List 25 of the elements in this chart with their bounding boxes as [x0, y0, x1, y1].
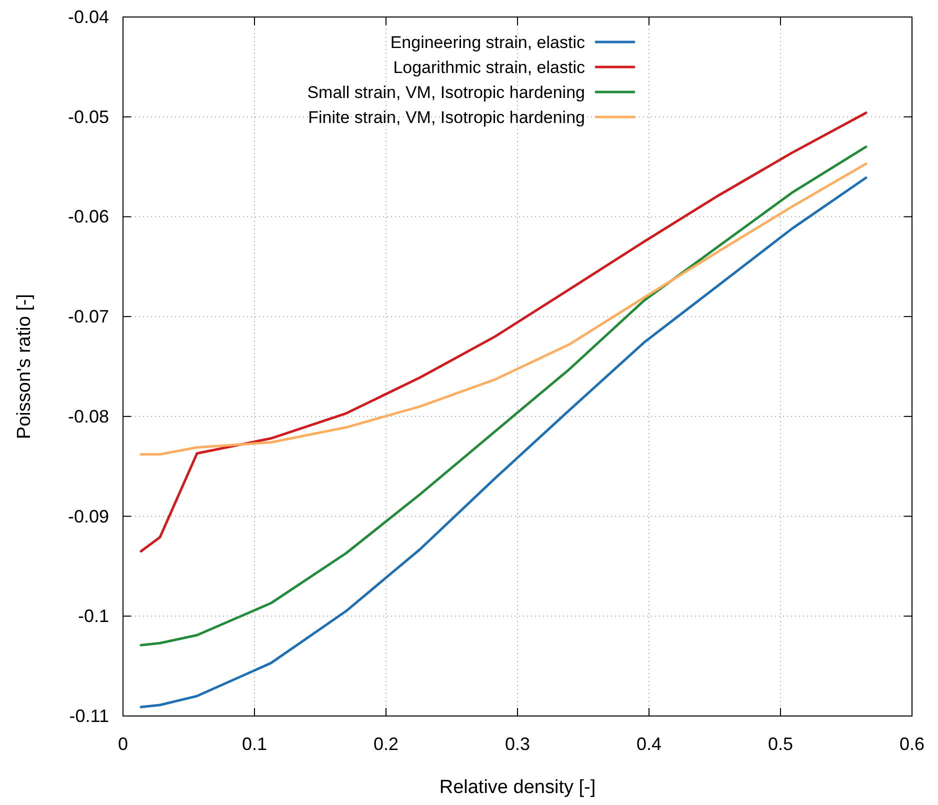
- x-tick-label: 0.4: [636, 734, 662, 754]
- x-axis-title: Relative density [-]: [439, 777, 596, 798]
- x-tick-label: 0.2: [373, 734, 399, 754]
- legend-label: Logarithmic strain, elastic: [393, 58, 586, 77]
- y-tick-label: -0.09: [68, 506, 109, 526]
- y-tick-label: -0.11: [69, 706, 109, 726]
- legend-label: Small strain, VM, Isotropic hardening: [307, 83, 585, 102]
- y-axis-title: Poisson's ratio [-]: [14, 294, 35, 440]
- y-tick-label: -0.04: [68, 7, 109, 27]
- x-tick-label: 0.1: [242, 734, 268, 754]
- line-series: [140, 176, 868, 708]
- x-tick-label: 0.5: [768, 734, 794, 754]
- line-series: [140, 112, 868, 552]
- y-tick-label: -0.1: [78, 606, 109, 626]
- legend-label: Finite strain, VM, Isotropic hardening: [308, 108, 585, 127]
- x-tick-label: 0.3: [504, 734, 530, 754]
- x-tick-label: 0.6: [899, 734, 925, 754]
- line-series: [140, 162, 868, 456]
- x-tick-label: 0: [118, 734, 128, 754]
- legend-label: Engineering strain, elastic: [390, 33, 586, 52]
- y-tick-label: -0.05: [68, 106, 109, 127]
- line-series: [140, 146, 868, 646]
- y-tick-label: -0.06: [68, 206, 109, 227]
- y-tick-label: -0.08: [68, 406, 109, 426]
- y-tick-label: -0.07: [68, 306, 109, 327]
